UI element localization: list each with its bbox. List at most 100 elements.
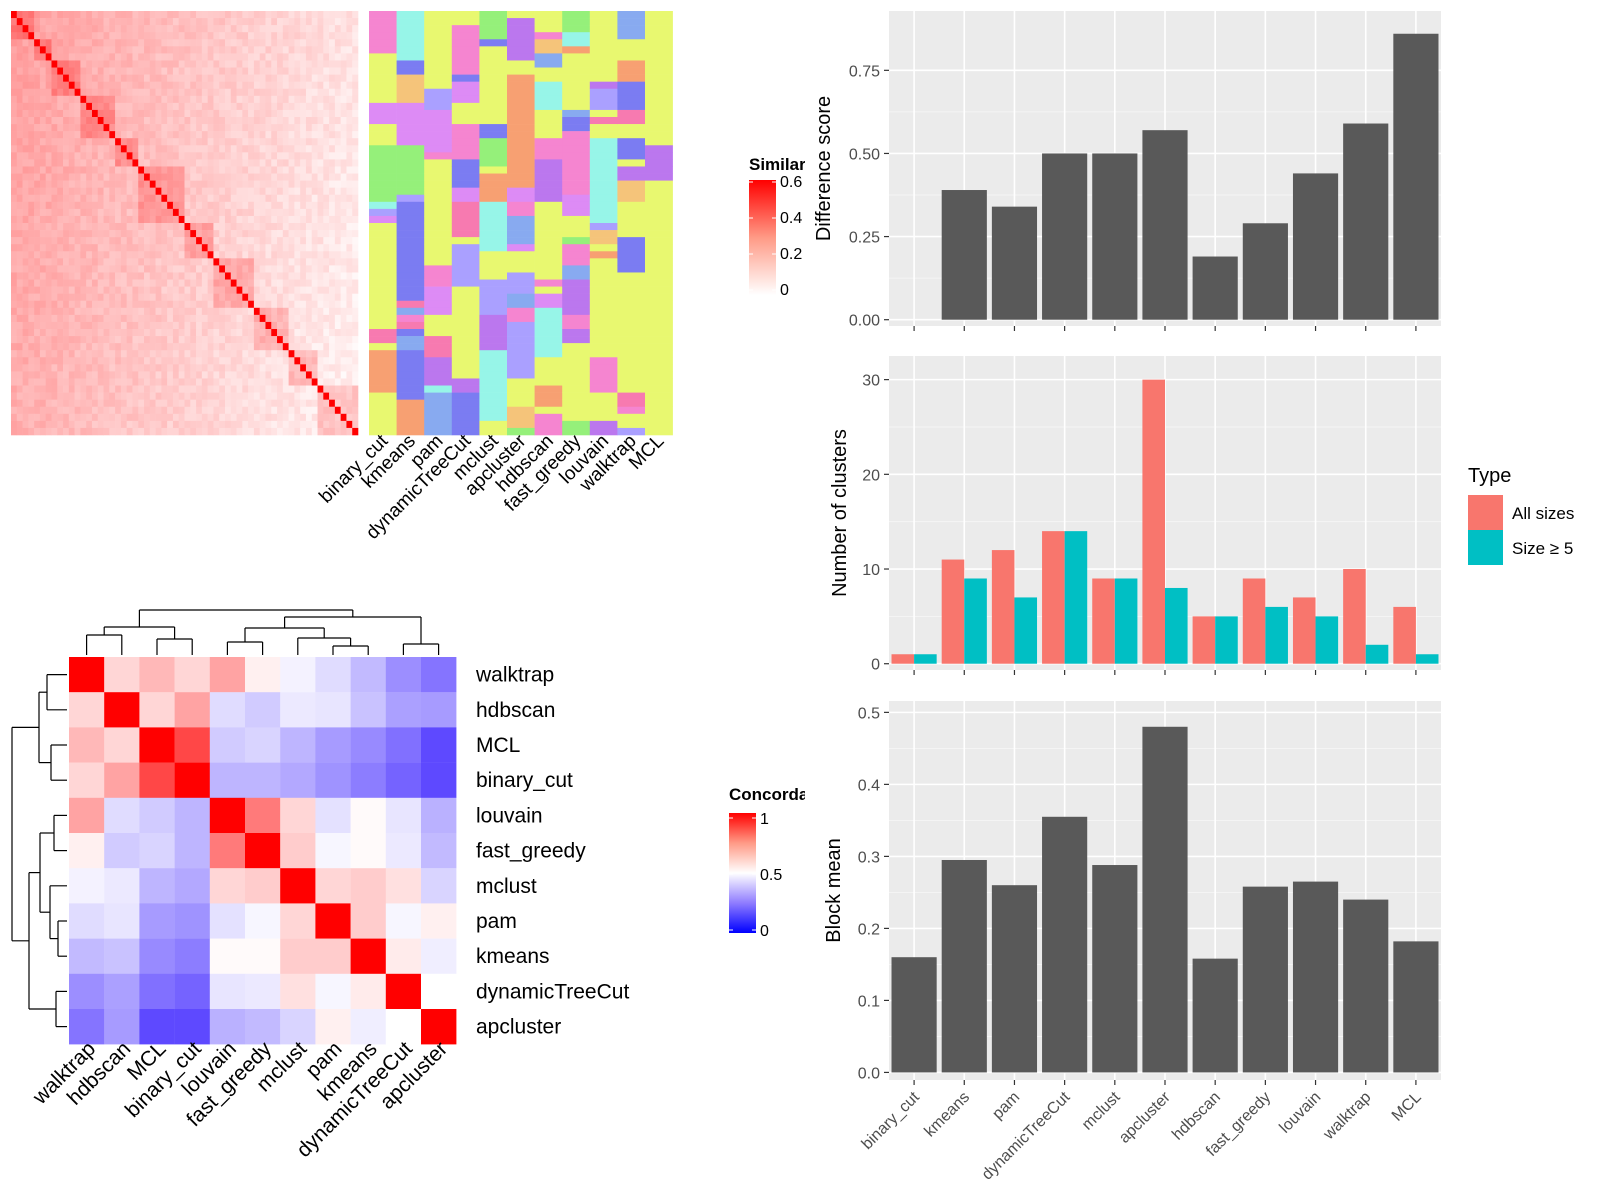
similarity-cell <box>248 343 255 351</box>
y-tick-label: 30 <box>862 373 880 390</box>
annotation-cell <box>507 406 535 415</box>
similarity-cell <box>144 145 151 153</box>
similarity-cell <box>207 117 214 125</box>
similarity-cell <box>149 145 156 153</box>
similarity-cell <box>253 138 260 146</box>
annotation-cell <box>645 187 673 196</box>
similarity-cell <box>115 244 122 252</box>
annotation-cell <box>424 279 453 287</box>
similarity-cell <box>120 88 127 97</box>
similarity-cell <box>22 67 29 75</box>
similarity-cell <box>126 180 133 188</box>
similarity-cell <box>103 53 110 61</box>
similarity-cell <box>45 371 52 379</box>
similarity-cell <box>323 329 330 337</box>
similarity-cell <box>86 343 93 351</box>
similarity-cell <box>236 201 243 210</box>
similarity-cell <box>300 95 307 104</box>
similarity-cell <box>51 385 58 393</box>
similarity-cell <box>196 237 203 245</box>
similarity-cell <box>334 67 341 75</box>
similarity-cell <box>103 194 110 203</box>
similarity-cell <box>39 230 46 238</box>
similarity-cell <box>213 194 220 203</box>
similarity-cell <box>132 420 139 429</box>
annotation-cell <box>534 117 563 125</box>
similarity-cell <box>97 265 104 273</box>
annotation-cell <box>645 286 673 294</box>
similarity-cell <box>288 194 295 203</box>
similarity-cell <box>288 67 295 75</box>
annotation-cell <box>369 102 397 111</box>
similarity-cell <box>207 406 214 415</box>
similarity-cell <box>259 11 266 19</box>
similarity-cell <box>219 88 226 97</box>
similarity-cell <box>126 95 133 104</box>
similarity-cell <box>22 88 29 97</box>
similarity-cell <box>28 371 35 379</box>
similarity-cell <box>219 74 226 82</box>
similarity-cell <box>178 74 185 82</box>
similarity-cell <box>352 145 359 153</box>
annotation-cell <box>617 230 646 238</box>
similarity-cell <box>109 180 116 188</box>
similarity-cell <box>155 230 162 238</box>
similarity-cell <box>317 258 324 266</box>
similarity-cell <box>230 286 237 294</box>
similarity-cell <box>323 39 330 47</box>
annotation-cell <box>507 11 535 19</box>
similarity-cell <box>213 81 220 90</box>
similarity-cell <box>230 378 237 386</box>
similarity-cell <box>253 378 260 386</box>
similarity-cell <box>155 314 162 323</box>
similarity-cell <box>178 152 185 160</box>
similarity-cell <box>213 159 220 167</box>
similarity-cell <box>74 237 81 245</box>
similarity-cell <box>317 406 324 415</box>
similarity-cell <box>138 293 145 302</box>
similarity-cell <box>149 413 156 422</box>
similarity-cell <box>288 286 295 294</box>
similarity-cell <box>253 187 260 196</box>
similarity-cell <box>300 293 307 302</box>
similarity-cell <box>97 159 104 167</box>
similarity-cell <box>346 314 353 323</box>
similarity-cell <box>80 378 87 386</box>
similarity-cell <box>259 343 266 351</box>
similarity-cell <box>63 314 70 323</box>
concordance-cell <box>104 903 140 939</box>
similarity-cell <box>138 385 145 393</box>
similarity-cell <box>155 25 162 33</box>
similarity-cell <box>271 138 278 146</box>
similarity-cell <box>74 336 81 344</box>
similarity-cell <box>68 251 75 259</box>
similarity-cell <box>207 350 214 358</box>
similarity-cell <box>329 350 336 358</box>
similarity-cell <box>132 357 139 365</box>
similarity-cell <box>149 74 156 82</box>
similarity-cell <box>213 187 220 196</box>
similarity-cell <box>86 336 93 344</box>
similarity-cell <box>45 427 52 436</box>
similarity-cell <box>120 145 127 153</box>
similarity-cell <box>230 343 237 351</box>
similarity-cell <box>16 223 23 231</box>
annotation-cell <box>645 46 673 54</box>
similarity-cell <box>300 230 307 238</box>
similarity-cell <box>45 314 52 323</box>
annotation-cell <box>589 265 618 273</box>
similarity-cell <box>288 230 295 238</box>
similarity-cell <box>120 230 127 238</box>
concordance-cell <box>104 692 140 728</box>
similarity-cell <box>236 11 243 19</box>
similarity-cell <box>282 307 289 316</box>
similarity-cell <box>161 159 168 167</box>
similarity-cell <box>271 117 278 125</box>
similarity-cell <box>109 25 116 33</box>
similarity-cell <box>346 102 353 111</box>
similarity-cell <box>149 385 156 393</box>
similarity-cell <box>346 46 353 54</box>
similarity-cell <box>28 244 35 252</box>
similarity-cell <box>219 208 226 217</box>
similarity-cell <box>213 60 220 68</box>
